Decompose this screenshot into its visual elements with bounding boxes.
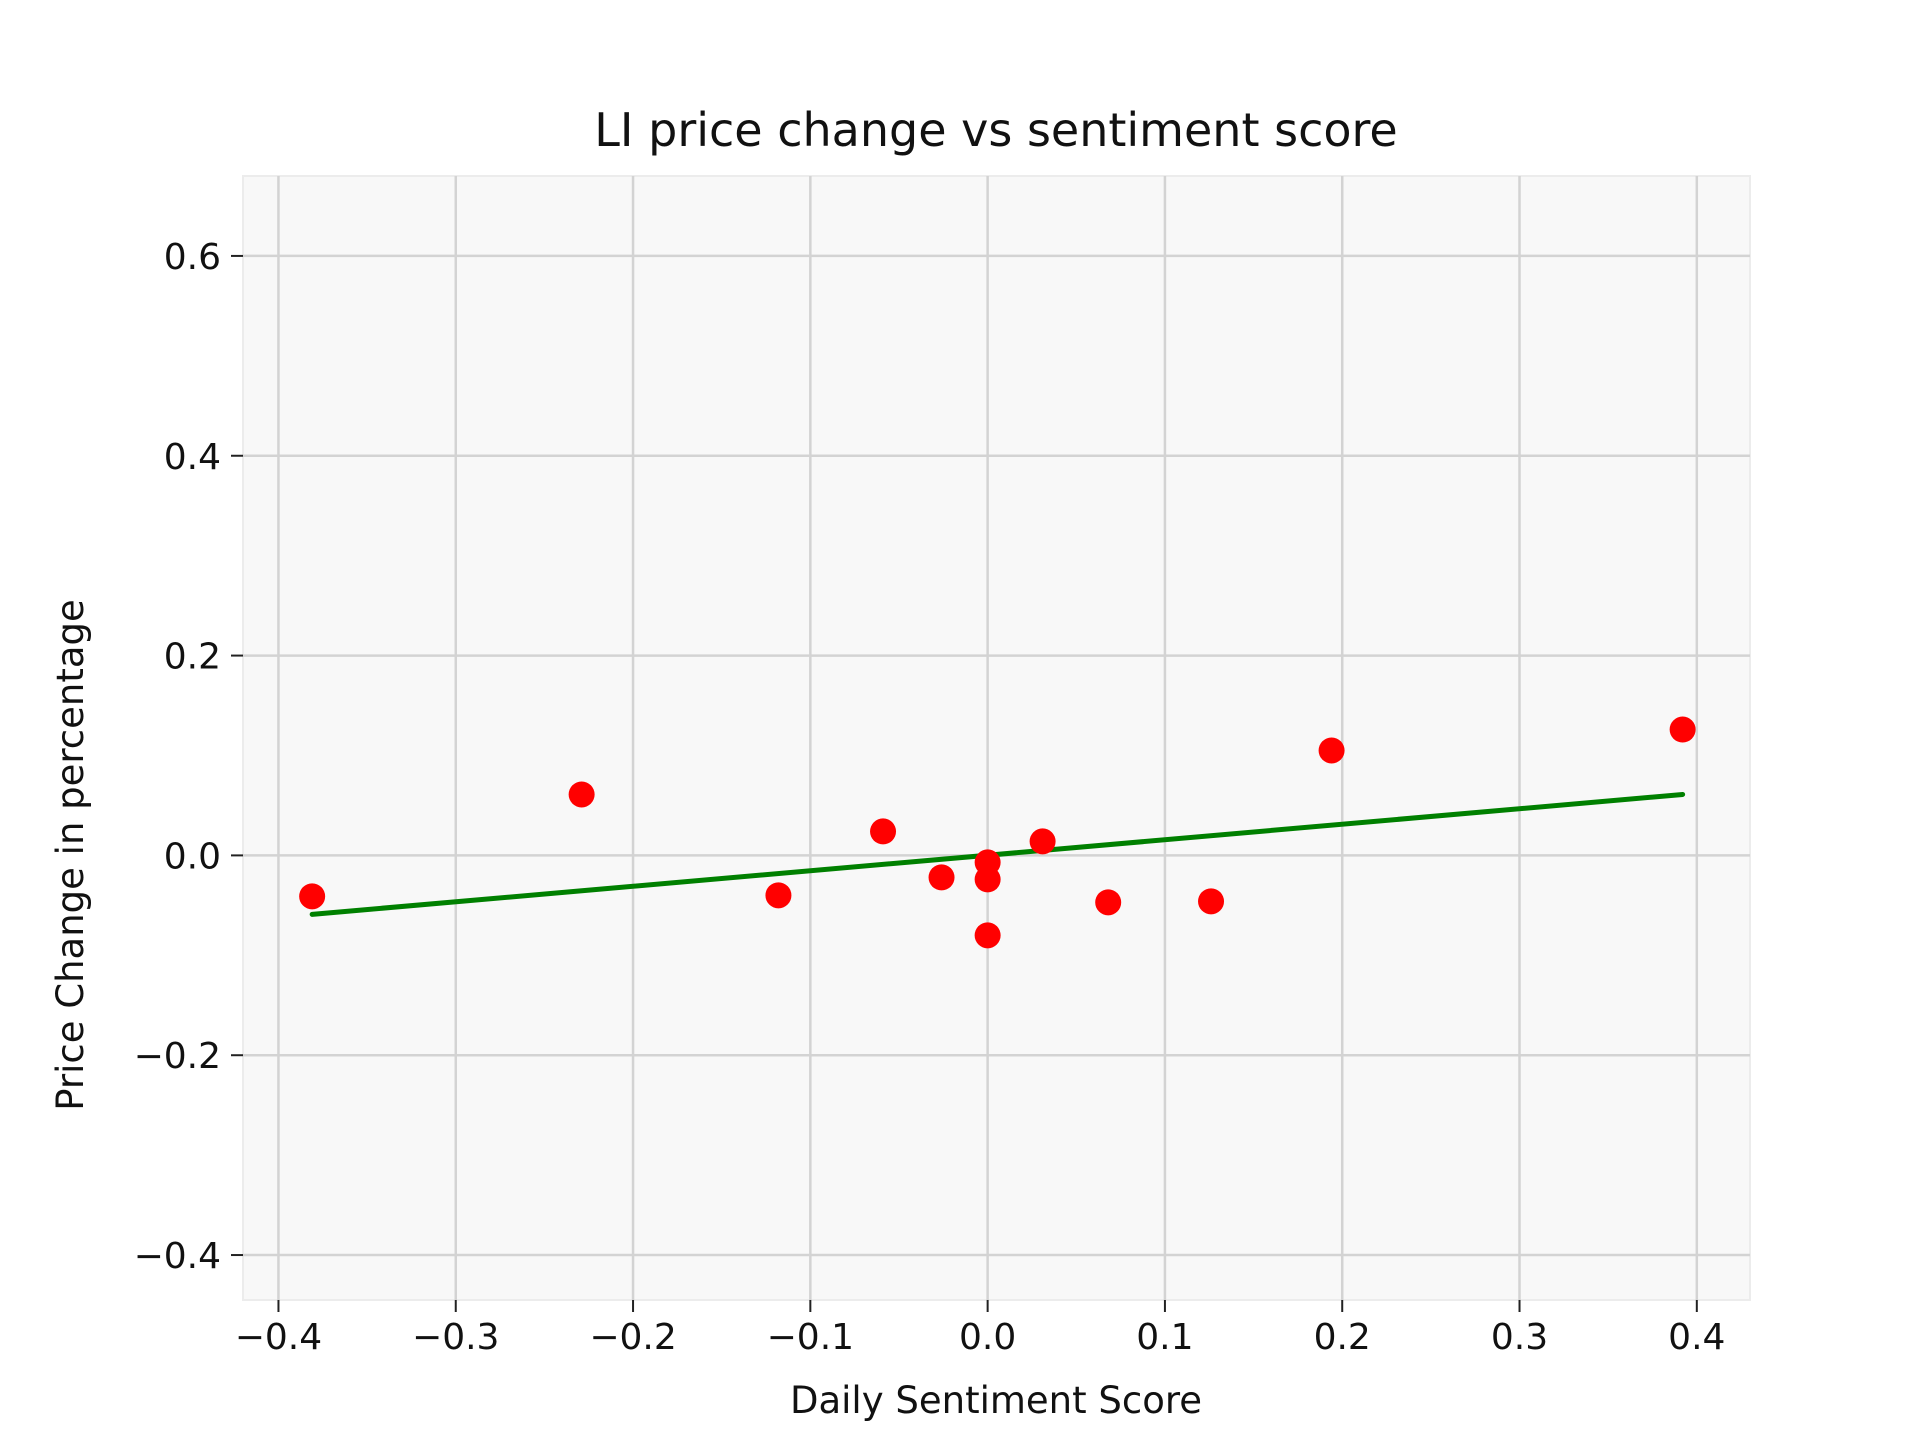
y-tick-label: −0.2 [134,1036,221,1077]
x-tick-label: −0.3 [412,1317,499,1358]
scatter-point [974,922,1001,949]
scatter-point [974,866,1001,893]
scatter-point [1095,889,1122,916]
x-tick-label: 0.2 [1314,1317,1371,1358]
y-tick-label: 0.4 [164,437,221,478]
scatter-point [1198,888,1225,915]
scatter-point [1318,737,1345,764]
y-axis: −0.4 −0.2 0.0 0.2 0.4 0.6 [134,237,243,1277]
scatter-point [299,883,326,910]
scatter-point [928,864,955,891]
y-tick-label: 0.2 [164,637,221,678]
x-tick-label: −0.1 [767,1317,854,1358]
scatter-points [299,716,1696,949]
scatter-point [765,882,792,909]
x-tick-label: 0.4 [1668,1317,1725,1358]
scatter-point [870,818,897,845]
y-axis-label: Price Change in percentage [49,599,92,1111]
x-tick-label: 0.1 [1136,1317,1193,1358]
chart-title: LI price change vs sentiment score [594,103,1397,157]
x-tick-label: 0.0 [959,1317,1016,1358]
grid-lines [243,176,1750,1300]
x-axis-label: Daily Sentiment Score [790,1379,1202,1422]
x-tick-label: 0.3 [1491,1317,1548,1358]
plot-area [242,175,1751,1301]
x-tick-label: −0.2 [589,1317,676,1358]
scatter-point [1669,716,1696,743]
x-axis: −0.4 −0.3 −0.2 −0.1 0.0 0.1 0.2 0.3 0.4 [235,1300,1725,1358]
y-tick-label: 0.6 [164,237,221,278]
scatter-point [1029,828,1056,855]
y-tick-label: 0.0 [164,836,221,877]
scatter-point [568,781,595,808]
x-tick-label: −0.4 [235,1317,322,1358]
y-tick-label: −0.4 [134,1236,221,1277]
